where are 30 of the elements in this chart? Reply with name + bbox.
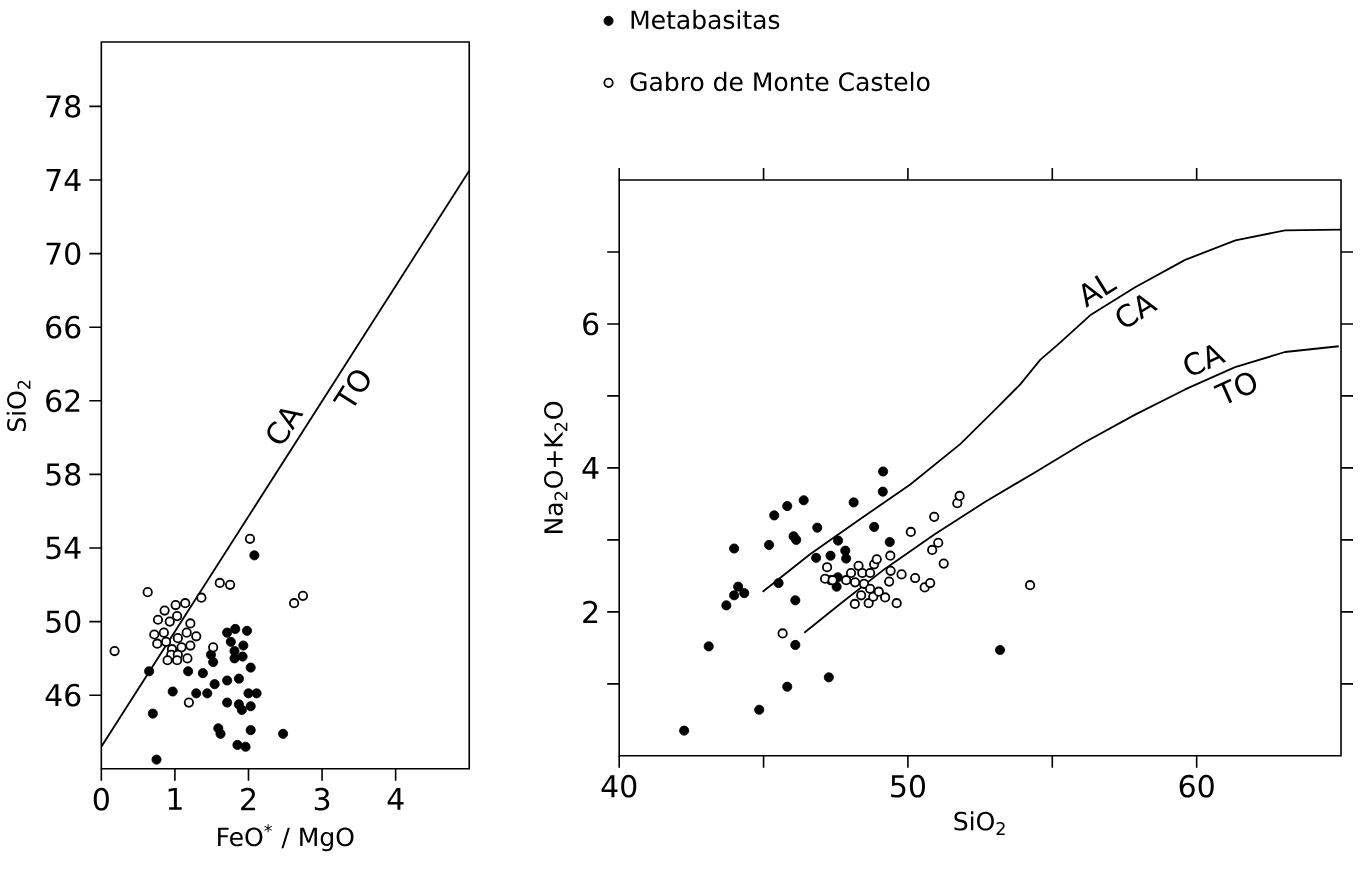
y-tick-label: 2: [583, 600, 598, 624]
x-tick-label: 0: [93, 787, 109, 811]
legend-label: Metabasitas: [631, 9, 780, 30]
annotation: TO: [332, 370, 370, 406]
y-tick-label: 78: [46, 95, 81, 118]
y-tick-label: 46: [45, 683, 81, 707]
x-axis-title: SiO$_{2}$: [954, 811, 1005, 836]
y-tick-label: 54: [46, 536, 81, 560]
annotation: CA: [267, 409, 304, 444]
x-tick-label: 3: [314, 787, 330, 811]
x-axis-title: FeO$^{*}$ / MgO: [218, 824, 354, 852]
y-tick-label: 62: [46, 389, 80, 413]
y-axis-title: SiO$_{2}$: [6, 380, 31, 432]
annotation: AL: [1081, 275, 1118, 308]
x-tick-label: 40: [601, 774, 637, 798]
x-tick-label: 50: [891, 774, 926, 798]
y-tick-label: 6: [583, 312, 599, 336]
y-tick-label: 70: [46, 242, 81, 266]
legend-label: Gabro de Monte Castelo: [630, 71, 930, 92]
y-tick-label: 66: [46, 315, 81, 339]
annotation: CA: [1116, 295, 1159, 327]
x-tick-label: 1: [168, 787, 182, 810]
y-tick-label: 58: [46, 463, 81, 486]
y-tick-label: 4: [582, 457, 599, 479]
x-tick-label: 60: [1179, 774, 1214, 798]
x-tick-label: 4: [387, 787, 404, 810]
x-tick-label: 2: [241, 787, 256, 811]
y-axis-title: Na$_{2}$O+K$_{2}$O: [544, 401, 568, 534]
y-tick-label: 74: [46, 169, 81, 192]
y-tick-label: 50: [46, 610, 81, 634]
